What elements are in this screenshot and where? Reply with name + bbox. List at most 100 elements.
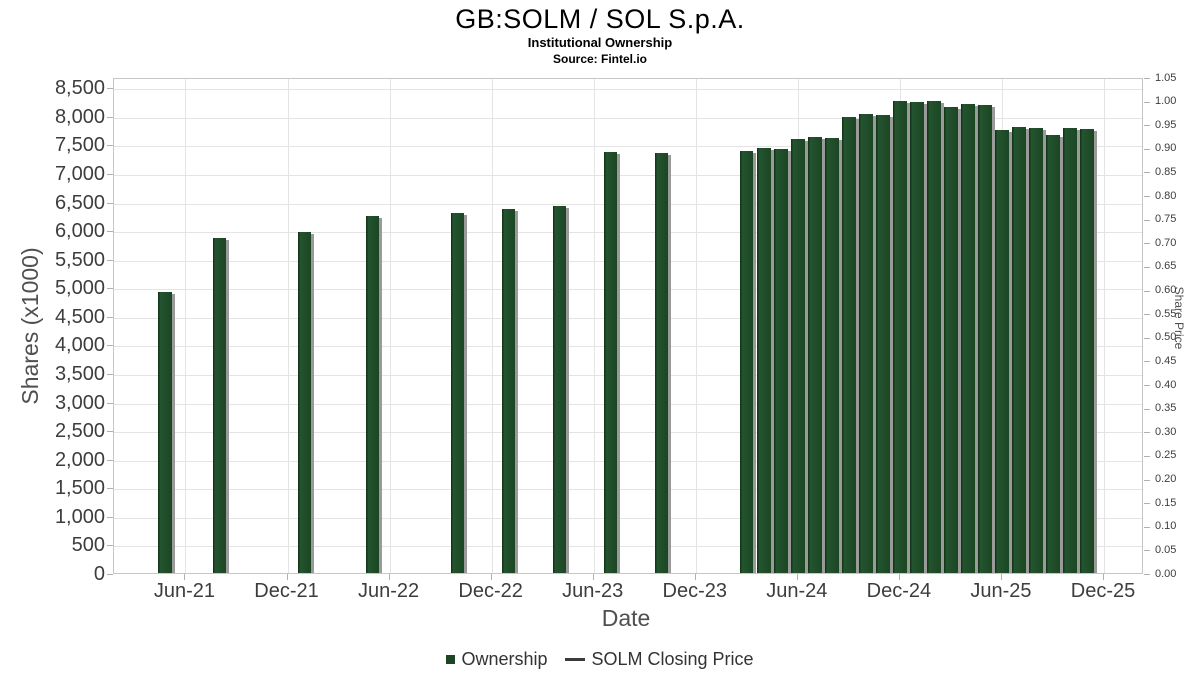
y-left-tick-label: 4,500 xyxy=(54,305,105,328)
ownership-bar[interactable] xyxy=(757,147,771,573)
y-left-tick-label: 1,000 xyxy=(54,505,105,528)
v-gridline xyxy=(695,79,697,573)
plot-area xyxy=(113,78,1143,574)
h-gridline xyxy=(114,432,1142,434)
ownership-bar[interactable] xyxy=(995,130,1009,573)
ownership-bar[interactable] xyxy=(961,104,975,573)
y-right-tick xyxy=(1144,503,1150,505)
x-tick xyxy=(1000,574,1002,580)
y-right-tick-label: 1.00 xyxy=(1155,95,1177,108)
chart-subtitle: Institutional Ownership xyxy=(527,35,673,50)
y-left-tick xyxy=(107,231,113,233)
ownership-bar[interactable] xyxy=(740,151,754,573)
ownership-bar[interactable] xyxy=(842,117,856,573)
ownership-bar[interactable] xyxy=(1012,127,1026,573)
y-right-tick xyxy=(1144,219,1150,221)
y-right-tick xyxy=(1144,455,1150,457)
legend-item-closing-price[interactable]: SOLM Closing Price xyxy=(565,649,754,670)
x-tick-label: Dec-21 xyxy=(254,580,319,602)
y-right-tick xyxy=(1144,101,1150,103)
h-gridline xyxy=(114,460,1142,462)
y-right-tick-label: 0.35 xyxy=(1155,402,1177,415)
ownership-bar[interactable] xyxy=(604,152,618,573)
h-gridline xyxy=(114,317,1142,319)
h-gridline xyxy=(114,289,1142,291)
ownership-bar[interactable] xyxy=(876,114,890,573)
x-tick-label: Jun-21 xyxy=(153,580,216,602)
ownership-bar[interactable] xyxy=(825,137,839,573)
v-gridline xyxy=(185,79,187,573)
y-right-tick xyxy=(1144,432,1150,434)
h-gridline xyxy=(114,260,1142,262)
ownership-bar[interactable] xyxy=(859,114,873,573)
ownership-bar[interactable] xyxy=(774,148,788,573)
y-right-tick xyxy=(1144,125,1150,127)
y-right-tick xyxy=(1144,266,1150,268)
h-gridline xyxy=(114,489,1142,491)
x-tick-label: Jun-25 xyxy=(970,580,1032,602)
ownership-bar[interactable] xyxy=(791,139,805,573)
y-right-tick-label: 0.25 xyxy=(1155,449,1177,462)
y-right-tick-label: 0.60 xyxy=(1155,284,1177,297)
ownership-bar[interactable] xyxy=(158,292,172,573)
y-left-tick-label: 6,000 xyxy=(54,220,105,243)
v-gridline xyxy=(287,79,289,573)
h-gridline xyxy=(114,517,1142,519)
ownership-bar[interactable] xyxy=(297,231,312,573)
y-left-tick xyxy=(107,402,113,404)
y-right-tick-label: 0.80 xyxy=(1155,189,1177,202)
y-left-tick xyxy=(107,259,113,261)
ownership-bar[interactable] xyxy=(893,101,907,573)
y-right-tick-label: 0.55 xyxy=(1155,307,1177,320)
y-left-tick xyxy=(107,574,113,575)
ownership-bar[interactable] xyxy=(1080,129,1094,573)
ownership-bar[interactable] xyxy=(1046,135,1060,573)
ownership-bar[interactable] xyxy=(552,206,567,573)
y-right-tick-label: 0.30 xyxy=(1155,425,1177,438)
h-gridline xyxy=(114,403,1142,405)
y-left-tick xyxy=(107,88,113,90)
v-gridline xyxy=(491,79,493,573)
ownership-bar[interactable] xyxy=(655,153,669,573)
ownership-bar[interactable] xyxy=(808,137,822,573)
ownership-bar[interactable] xyxy=(450,213,465,573)
legend-item-ownership[interactable]: Ownership xyxy=(446,649,547,670)
y-left-tick-label: 0 xyxy=(93,563,105,585)
ownership-bar[interactable] xyxy=(501,209,516,573)
ownership-bar[interactable] xyxy=(1029,127,1043,573)
ownership-bar[interactable] xyxy=(944,107,958,573)
x-tick xyxy=(286,574,288,580)
h-gridline xyxy=(114,203,1142,205)
ownership-bar[interactable] xyxy=(1063,128,1077,573)
y-right-tick-label: 1.05 xyxy=(1155,71,1177,84)
ownership-bar[interactable] xyxy=(910,101,924,573)
legend: Ownership SOLM Closing Price xyxy=(0,645,1200,673)
y-left-tick xyxy=(107,145,113,147)
ownership-bar[interactable] xyxy=(212,237,227,573)
y-left-tick-label: 3,000 xyxy=(54,391,105,414)
y-right-tick xyxy=(1144,337,1150,339)
y-right-tick-label: 0.15 xyxy=(1155,496,1177,509)
y-right-tick xyxy=(1144,408,1150,410)
ownership-bar[interactable] xyxy=(927,101,941,573)
v-gridline xyxy=(389,79,391,573)
y-right-tick-label: 0.95 xyxy=(1155,118,1177,131)
y-right-tick-label: 0.00 xyxy=(1155,567,1177,580)
y-left-tick-label: 8,000 xyxy=(54,105,105,128)
h-gridline xyxy=(114,117,1142,119)
y-right-tick-label: 0.90 xyxy=(1155,142,1177,155)
ownership-bar[interactable] xyxy=(365,216,380,573)
y-right-tick xyxy=(1144,361,1150,363)
y-right-tick xyxy=(1144,526,1150,528)
x-tick xyxy=(592,574,594,580)
ownership-bar[interactable] xyxy=(978,104,992,573)
h-gridline xyxy=(114,89,1142,91)
x-tick-label: Dec-22 xyxy=(458,580,523,602)
chart-title: GB:SOLM / SOL S.p.A. xyxy=(455,4,745,34)
y-left-tick-label: 5,000 xyxy=(54,277,105,300)
y-right-tick xyxy=(1144,314,1150,316)
y-left-tick xyxy=(107,545,113,547)
y-left-tick-label: 3,500 xyxy=(54,363,105,385)
x-tick xyxy=(388,574,390,580)
